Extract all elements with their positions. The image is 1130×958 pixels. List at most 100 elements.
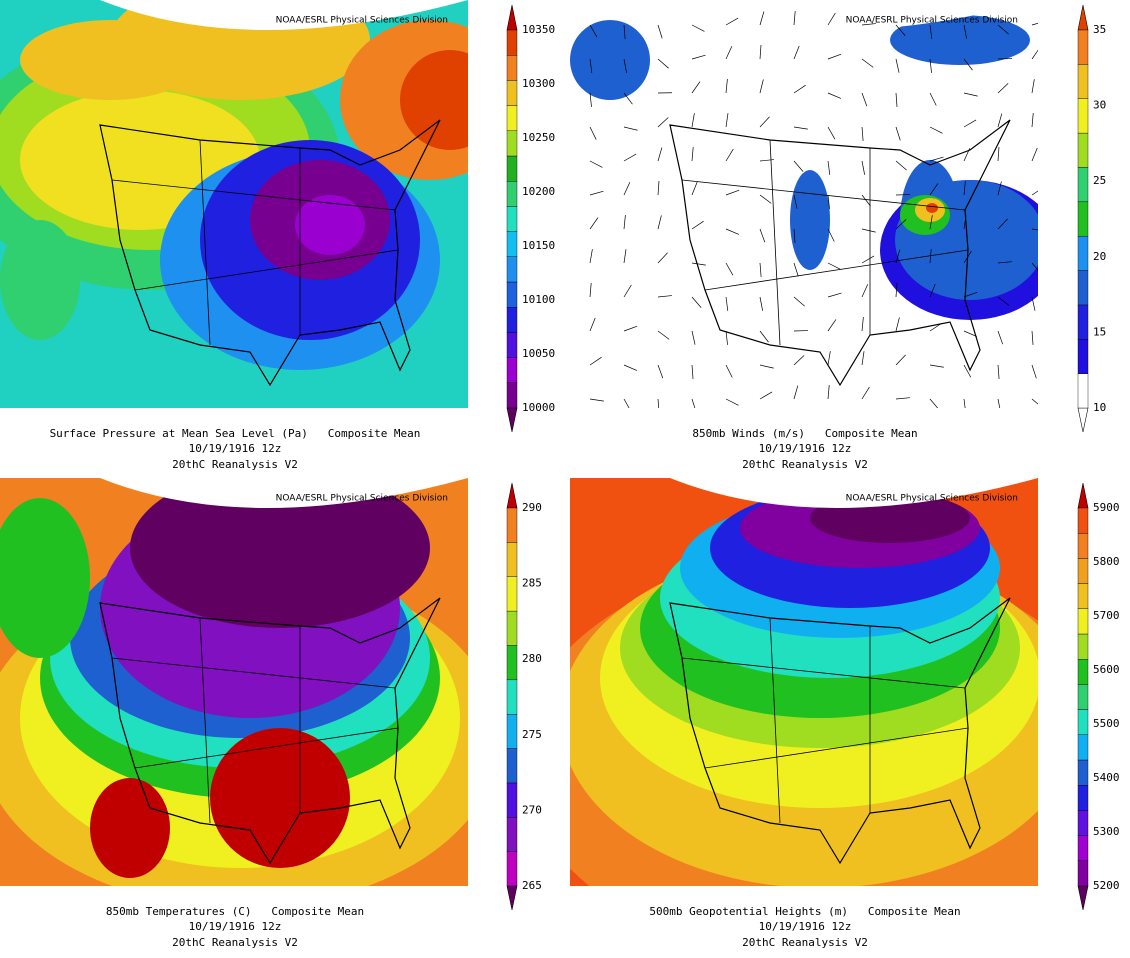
map (570, 0, 1060, 413)
colorbar-arrow (1078, 408, 1088, 432)
panel: NOAA/ESRL Physical Sciences Division 850m… (0, 468, 500, 949)
colorbar-band (1078, 684, 1088, 709)
colorbar-band (507, 55, 517, 80)
colorbar-label: 20 (1093, 250, 1106, 263)
colorbar-band (507, 181, 517, 206)
colorbar-arrow (1078, 5, 1088, 30)
map (0, 468, 500, 908)
colorbar-band (1078, 558, 1088, 583)
colorbar-label: 270 (522, 803, 542, 816)
title: 850mb Temperatures (C) Composite Mean (106, 905, 364, 918)
colorbar-band (507, 206, 517, 231)
contour-fill (570, 20, 650, 100)
colorbar-band (1078, 202, 1088, 236)
colorbar-band (1078, 634, 1088, 659)
contour-fill (0, 220, 80, 340)
colorbar-label: 10 (1093, 401, 1106, 414)
colorbar-arrow (1078, 483, 1088, 508)
colorbar-arrow (507, 483, 517, 508)
colorbar-label: 285 (522, 577, 542, 590)
colorbar-label: 25 (1093, 174, 1106, 187)
colorbar-band (507, 307, 517, 332)
colorbar-band (1078, 785, 1088, 810)
colorbar-label: 275 (522, 728, 542, 741)
colorbar-label: 5700 (1093, 609, 1120, 622)
colorbar-band (507, 508, 517, 542)
colorbar-band (1078, 659, 1088, 684)
colorbar-band (1078, 339, 1088, 373)
dataset: 20thC Reanalysis V2 (172, 936, 298, 949)
colorbar-band (1078, 30, 1088, 64)
credit: NOAA/ESRL Physical Sciences Division (846, 494, 1018, 504)
colorbar-band (1078, 236, 1088, 270)
colorbar-band (507, 332, 517, 357)
colorbar-label: 5300 (1093, 825, 1120, 838)
credit: NOAA/ESRL Physical Sciences Division (276, 16, 448, 26)
colorbar-band (507, 611, 517, 645)
colorbar-label: 5900 (1093, 501, 1120, 514)
colorbar-band (507, 282, 517, 307)
colorbar-label: 10050 (522, 347, 555, 360)
colorbar-band (1078, 609, 1088, 634)
colorbar-band (507, 714, 517, 748)
colorbar-band (507, 542, 517, 576)
colorbar-label: 35 (1093, 23, 1106, 36)
colorbar-band (1078, 861, 1088, 886)
colorbar-band (1078, 305, 1088, 339)
colorbar-arrow (507, 886, 517, 910)
colorbar-label: 5800 (1093, 555, 1120, 568)
colorbar-label: 290 (522, 501, 542, 514)
colorbar-label: 10300 (522, 77, 555, 90)
map (520, 478, 1120, 954)
colorbar-band (507, 106, 517, 131)
colorbar-label: 280 (522, 652, 542, 665)
colorbar-band (507, 852, 517, 886)
colorbar-label: 10350 (522, 23, 555, 36)
colorbar-band (507, 131, 517, 156)
colorbar-band (1078, 99, 1088, 133)
colorbar-band (507, 645, 517, 679)
colorbar-label: 265 (522, 879, 542, 892)
contour-fill (295, 195, 365, 255)
colorbar-band (1078, 760, 1088, 785)
colorbar-band (507, 358, 517, 383)
title: 850mb Winds (m/s) Composite Mean (692, 427, 917, 440)
colorbar-band (1078, 64, 1088, 98)
dataset: 20thC Reanalysis V2 (172, 458, 298, 471)
colorbar-arrow (507, 5, 517, 30)
colorbar-band (1078, 167, 1088, 201)
colorbar-band (1078, 533, 1088, 558)
credit: NOAA/ESRL Physical Sciences Division (846, 16, 1018, 26)
colorbar-band (507, 383, 517, 408)
contour-fill (90, 778, 170, 878)
colorbar-band (1078, 836, 1088, 861)
colorbar-band (1078, 710, 1088, 735)
date: 10/19/1916 12z (759, 442, 852, 455)
panel: NOAA/ESRL Physical Sciences Division 850m… (570, 0, 1060, 471)
colorbar-label: 10200 (522, 185, 555, 198)
dataset: 20thC Reanalysis V2 (742, 458, 868, 471)
contour-fill (790, 170, 830, 270)
colorbar-band (507, 232, 517, 257)
title: Surface Pressure at Mean Sea Level (Pa) … (50, 427, 421, 440)
colorbar-band (507, 30, 517, 55)
colorbar-label: 10000 (522, 401, 555, 414)
colorbar-band (1078, 584, 1088, 609)
colorbar-band (1078, 271, 1088, 305)
date: 10/19/1916 12z (189, 442, 282, 455)
colorbar-label: 10100 (522, 293, 555, 306)
colorbar-band (507, 817, 517, 851)
colorbar-band (507, 80, 517, 105)
colorbar-band (507, 749, 517, 783)
title: 500mb Geopotential Heights (m) Composite… (649, 905, 960, 918)
colorbar-band (1078, 810, 1088, 835)
panel: NOAA/ESRL Physical Sciences Division Surf… (0, 0, 520, 471)
colorbar-band (1078, 508, 1088, 533)
colorbar-band (507, 257, 517, 282)
colorbar-label: 15 (1093, 325, 1106, 338)
credit: NOAA/ESRL Physical Sciences Division (276, 494, 448, 504)
colorbar-label: 5200 (1093, 879, 1120, 892)
colorbar-band (507, 680, 517, 714)
colorbar-label: 10150 (522, 239, 555, 252)
